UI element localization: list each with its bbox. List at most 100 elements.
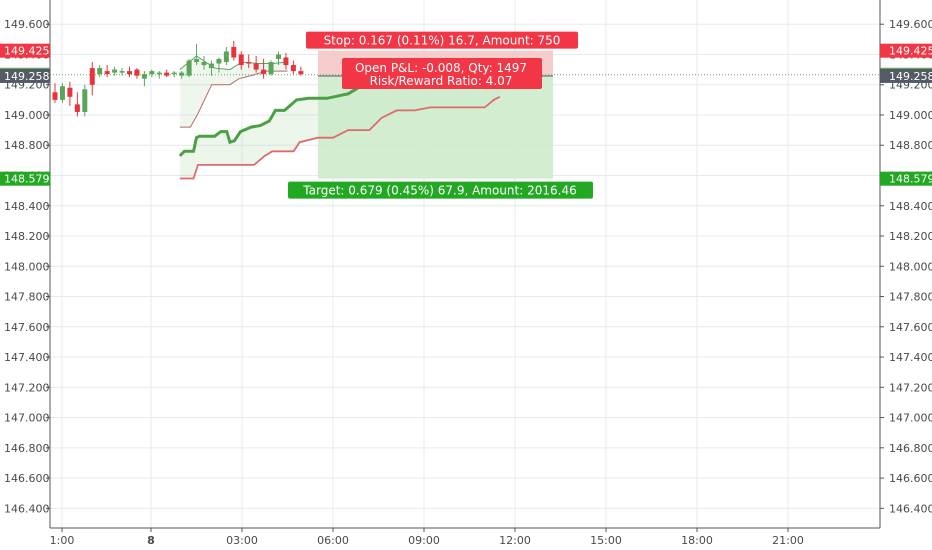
y-tick-label-right: 147.800 <box>889 291 932 304</box>
pnl-label: Open P&L: -0.008, Qty: 1497 <box>355 61 527 75</box>
red-indicator-line <box>179 96 501 180</box>
y-tick-label-right: 148.200 <box>889 230 932 243</box>
x-tick-label: 8 <box>147 534 155 547</box>
stop-label: Stop: 0.167 (0.11%) 16.7, Amount: 750 <box>324 34 561 48</box>
y-tick-label-left: 147.000 <box>4 412 50 425</box>
candle-body <box>52 92 58 100</box>
y-tick-label-left: 148.000 <box>4 260 50 273</box>
candle-body <box>149 71 155 75</box>
y-axis-right[interactable]: 149.600149.400149.200149.000148.800148.6… <box>880 18 932 515</box>
x-axis[interactable]: 1:00 8 03:00 06:00 09:00 12:00 15:00 18:00 21:00 <box>50 528 804 547</box>
candle-body <box>156 72 162 75</box>
y-tick-label-left: 148.800 <box>4 139 50 152</box>
y-tick-label-right: 146.600 <box>889 472 932 485</box>
y-tick-label-left: 146.400 <box>4 502 50 515</box>
candlesticks <box>52 40 304 117</box>
candle-body <box>67 87 73 97</box>
candle-body <box>186 60 192 76</box>
target-zone <box>318 75 553 179</box>
candle-body <box>253 63 259 70</box>
candle-body <box>134 69 140 76</box>
candle-body <box>216 59 222 64</box>
y-tick-label-right: 148.800 <box>889 139 932 152</box>
candle-body <box>238 54 244 66</box>
candle-body <box>74 104 80 112</box>
price-badge-label-left: 148.579 <box>4 173 50 186</box>
price-badge-label-left: 149.258 <box>4 70 50 83</box>
y-tick-label-right: 146.800 <box>889 442 932 455</box>
x-tick-label: 18:00 <box>681 534 713 547</box>
candle-body <box>112 69 118 73</box>
y-tick-label-right: 147.400 <box>889 351 932 364</box>
candle-body <box>201 62 207 66</box>
y-tick-label-left: 147.600 <box>4 321 50 334</box>
candle-body <box>97 68 103 75</box>
x-tick-label: 12:00 <box>499 534 531 547</box>
stop-label-box <box>306 31 578 49</box>
y-tick-label-left: 148.400 <box>4 200 50 213</box>
x-tick-label: 06:00 <box>317 534 349 547</box>
candle-body <box>261 69 267 75</box>
price-badge-label-right: 149.425 <box>889 45 932 58</box>
candle-body <box>208 63 214 69</box>
price-badge-label-right: 148.579 <box>889 173 932 186</box>
y-tick-label-right: 147.200 <box>889 381 932 394</box>
candle-body <box>171 72 177 75</box>
y-tick-label-right: 147.000 <box>889 412 932 425</box>
candle-body <box>89 68 95 85</box>
price-badge-right <box>880 43 932 58</box>
risk-reward-label: Risk/Reward Ratio: 4.07 <box>370 74 513 88</box>
candle-body <box>59 86 65 100</box>
thin-band-fill <box>179 56 288 128</box>
x-tick-label: 21:00 <box>772 534 804 547</box>
price-badge-left <box>0 171 50 186</box>
x-tick-label: 09:00 <box>408 534 440 547</box>
y-axis-left[interactable]: 149.600149.400149.200149.000148.800148.6… <box>0 18 50 515</box>
candle-body <box>276 54 281 60</box>
candle-body <box>268 62 274 75</box>
candle-body <box>290 65 296 72</box>
y-tick-label-right: 147.600 <box>889 321 932 334</box>
price-badge-label-left: 149.425 <box>4 45 50 58</box>
y-tick-label-left: 149.600 <box>4 18 50 31</box>
position-labels[interactable]: Stop: 0.167 (0.11%) 16.7, Amount: 750 Ope… <box>288 31 593 199</box>
chart-grid <box>50 0 880 528</box>
y-tick-label-right: 149.000 <box>889 109 932 122</box>
candle-body <box>194 59 200 63</box>
candle-body <box>82 89 88 112</box>
y-tick-label-left: 147.200 <box>4 381 50 394</box>
candle-body <box>127 71 132 75</box>
y-tick-label-right: 148.000 <box>889 260 932 273</box>
chart-frame <box>49 0 881 529</box>
candle-body <box>141 74 147 79</box>
y-tick-label-left: 148.200 <box>4 230 50 243</box>
price-badge-right <box>880 68 932 83</box>
candle-body <box>119 71 125 73</box>
y-tick-label-left: 147.800 <box>4 291 50 304</box>
candle-body <box>223 51 229 63</box>
target-label-box <box>288 181 593 199</box>
y-tick-label-right: 149.600 <box>889 18 932 31</box>
candle-body <box>179 72 185 76</box>
y-tick-label-left: 146.800 <box>4 442 50 455</box>
price-badge-left <box>0 68 50 83</box>
x-tick-label: 03:00 <box>226 534 258 547</box>
y-tick-label-right: 146.400 <box>889 502 932 515</box>
candle-body <box>104 71 110 75</box>
candle-body <box>164 72 170 76</box>
price-badge-left <box>0 43 50 58</box>
y-tick-label-right: 148.400 <box>889 200 932 213</box>
candle-body <box>231 46 237 58</box>
price-badge-right <box>880 171 932 186</box>
y-tick-label-left: 149.000 <box>4 109 50 122</box>
candle-body <box>298 71 304 75</box>
y-tick-label-left: 147.400 <box>4 351 50 364</box>
upper-thin-line <box>179 55 288 71</box>
pnl-label-box <box>342 57 542 89</box>
candle-body <box>246 62 252 64</box>
target-label: Target: 0.679 (0.45%) 67.9, Amount: 2016… <box>302 184 576 198</box>
candle-body <box>283 57 289 66</box>
price-badge-label-right: 149.258 <box>889 70 932 83</box>
x-tick-label: 1:00 <box>50 534 75 547</box>
